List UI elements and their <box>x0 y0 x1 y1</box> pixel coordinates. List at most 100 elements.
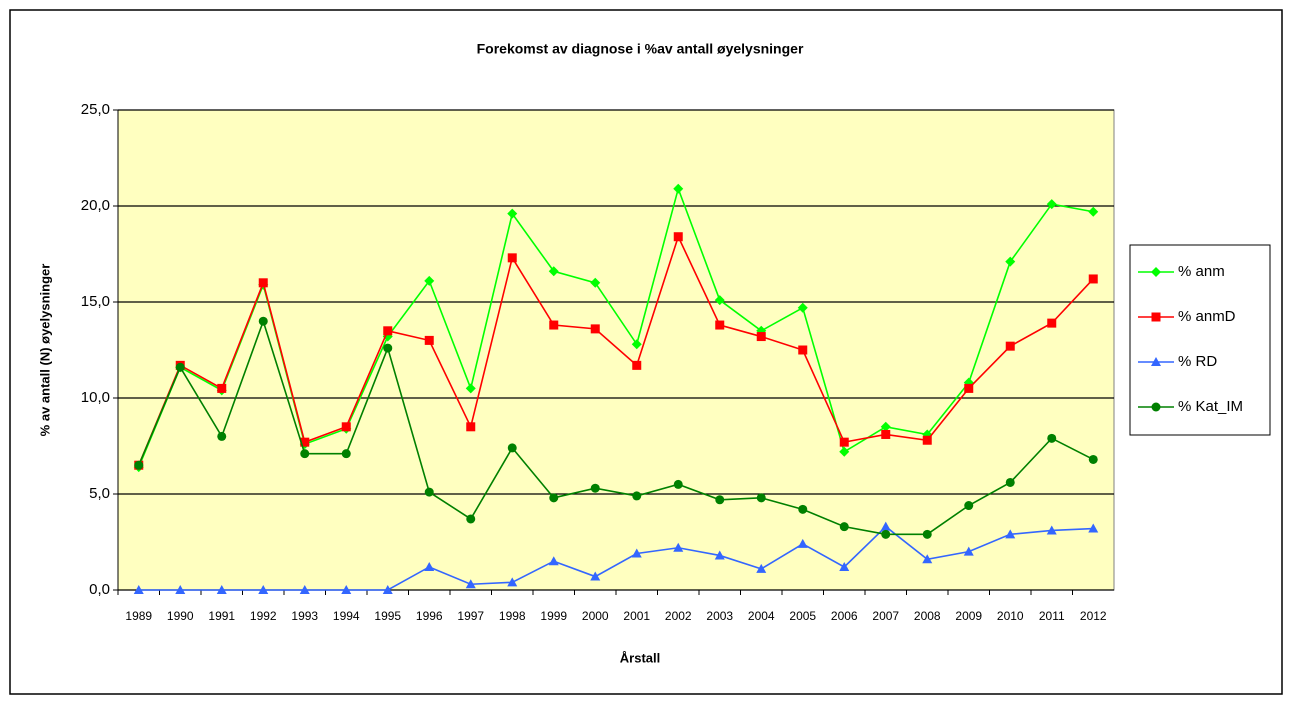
data-point <box>715 320 725 330</box>
legend-box <box>1129 244 1271 436</box>
data-point <box>1005 341 1015 351</box>
data-point <box>1088 454 1098 464</box>
legend-marker <box>1151 267 1161 277</box>
y-tick-label: 10,0 <box>81 389 110 406</box>
data-point <box>839 561 850 571</box>
data-point <box>134 460 144 470</box>
data-point <box>383 326 393 336</box>
data-point <box>300 449 310 459</box>
data-point <box>922 554 933 564</box>
data-point <box>797 538 808 548</box>
x-tick-label: 1999 <box>540 609 567 623</box>
x-tick-label: 1989 <box>125 609 152 623</box>
data-point <box>673 183 684 194</box>
data-point <box>714 550 725 560</box>
data-point <box>466 422 476 432</box>
data-point <box>963 546 974 556</box>
data-point <box>880 521 891 531</box>
x-tick-label: 2000 <box>582 609 609 623</box>
x-tick-label: 2012 <box>1080 609 1107 623</box>
x-tick-label: 1990 <box>167 609 194 623</box>
data-point <box>590 483 600 493</box>
data-point <box>1005 256 1016 267</box>
x-tick-label: 1997 <box>457 609 484 623</box>
data-point <box>549 320 559 330</box>
data-point <box>756 493 766 503</box>
data-point <box>839 522 849 532</box>
data-point <box>881 429 891 439</box>
data-point <box>798 345 808 355</box>
x-tick-label: 2004 <box>748 609 775 623</box>
x-tick-label: 1992 <box>250 609 277 623</box>
data-point <box>632 491 642 501</box>
y-tick-label: 25,0 <box>81 101 110 118</box>
x-tick-label: 2010 <box>997 609 1024 623</box>
data-point <box>424 561 435 571</box>
y-tick-label: 5,0 <box>89 485 110 502</box>
data-point <box>548 556 559 566</box>
series-line <box>138 234 1094 466</box>
x-tick-label: 1998 <box>499 609 526 623</box>
data-point <box>714 295 725 306</box>
data-point <box>673 479 683 489</box>
chart-title: Forekomst av diagnose i %av antall øyely… <box>477 41 804 57</box>
data-point <box>1047 433 1057 443</box>
x-tick-label: 2001 <box>623 609 650 623</box>
data-point <box>590 277 601 288</box>
data-point <box>465 383 476 394</box>
x-axis-label: Årstall <box>620 650 660 665</box>
legend-marker <box>1151 357 1161 366</box>
data-point <box>1005 529 1016 539</box>
data-point <box>507 208 518 219</box>
data-point <box>465 579 476 589</box>
data-point <box>341 449 351 459</box>
legend-marker <box>1151 402 1161 412</box>
data-point <box>631 339 642 350</box>
y-axis-label: % av antall (N) øyelysninger <box>37 264 52 437</box>
data-point <box>1088 523 1099 533</box>
data-point <box>507 253 517 263</box>
data-point <box>964 501 974 511</box>
data-point <box>299 585 310 594</box>
data-point <box>922 529 932 539</box>
x-tick-label: 1993 <box>291 609 318 623</box>
plot-area <box>117 109 1115 591</box>
data-point <box>839 446 850 457</box>
data-point <box>507 443 517 453</box>
x-tick-label: 2006 <box>831 609 858 623</box>
legend-label: % anm <box>1178 263 1225 280</box>
data-point <box>1088 274 1098 284</box>
data-point <box>300 437 310 447</box>
y-tick-label: 0,0 <box>89 581 110 598</box>
data-point <box>258 316 268 326</box>
data-point <box>133 585 144 594</box>
data-point <box>632 360 642 370</box>
data-point <box>548 266 559 277</box>
data-point <box>922 435 932 445</box>
data-point <box>1046 199 1057 210</box>
legend-label: % Kat_IM <box>1178 398 1243 415</box>
x-tick-label: 1996 <box>416 609 443 623</box>
legend-label: % RD <box>1178 353 1217 370</box>
data-point <box>673 232 683 242</box>
series-line <box>138 318 1094 536</box>
data-point <box>424 275 435 286</box>
series-line <box>138 525 1094 591</box>
data-point <box>258 585 269 594</box>
legend-label: % anmD <box>1178 308 1236 325</box>
data-point <box>1088 206 1099 217</box>
x-tick-label: 2005 <box>789 609 816 623</box>
data-point <box>175 362 185 372</box>
x-tick-label: 1995 <box>374 609 401 623</box>
data-point <box>756 332 766 342</box>
data-point <box>964 383 974 393</box>
data-point <box>1047 318 1057 328</box>
x-tick-label: 2009 <box>955 609 982 623</box>
x-tick-label: 2007 <box>872 609 899 623</box>
data-point <box>839 437 849 447</box>
data-point <box>797 302 808 313</box>
data-point <box>880 421 891 432</box>
data-point <box>549 493 559 503</box>
data-point <box>881 529 891 539</box>
